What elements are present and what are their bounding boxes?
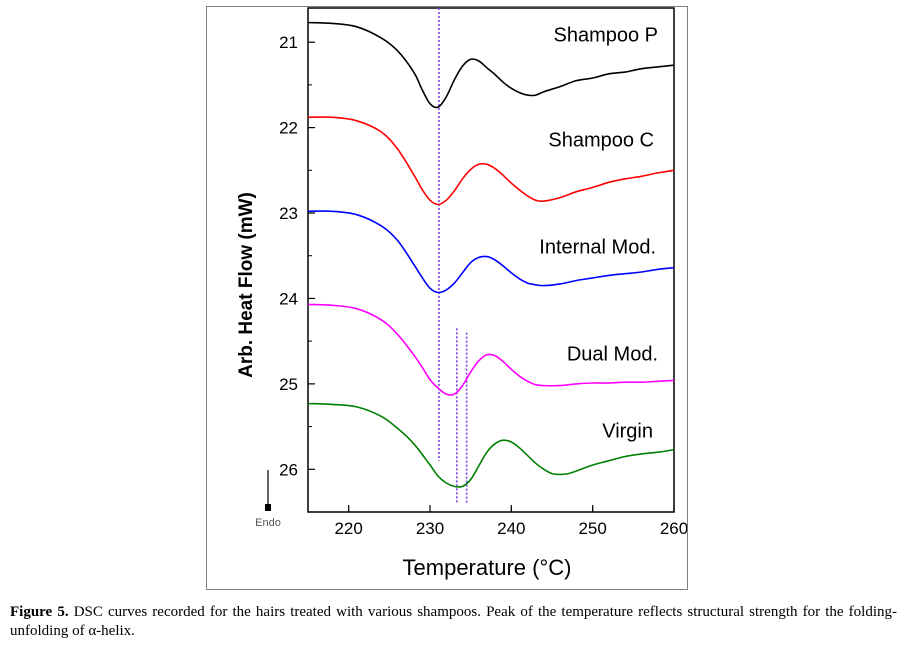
x-tick-label-260: 260 (660, 519, 687, 538)
series-labels: Shampoo P Shampoo C Internal Mod. Dual Mod.… (539, 25, 658, 443)
x-tick-label-250: 250 (578, 519, 606, 538)
x-tick-label-230: 230 (416, 519, 444, 538)
series-line-dual-mod (307, 303, 675, 396)
series-lines (307, 21, 675, 488)
y-tick-label-25: 25 (279, 375, 298, 394)
reference-lines (438, 8, 468, 504)
endo-indicator: Endo (255, 470, 281, 529)
series-label-dual-mod: Dual Mod. (567, 343, 658, 365)
x-axis-label: Temperature (°C) (403, 555, 572, 580)
caption-label: Figure 5. (10, 604, 69, 620)
x-tick-label-220: 220 (334, 519, 362, 538)
endo-arrow-head (265, 504, 271, 511)
y-tick-label-22: 22 (279, 119, 298, 138)
series-line-virgin (307, 402, 675, 488)
figure-frame: 220 230 240 250 260 21 22 23 24 25 26 Shampoo P Sh… (206, 6, 688, 590)
series-line-shampoo-p (307, 21, 675, 109)
y-axis-label: Arb. Heat Flow (mW) (236, 192, 257, 378)
x-axis-ticks: 220 230 240 250 260 (334, 505, 687, 538)
plot-area-frame (307, 7, 675, 513)
y-axis-ticks: 21 22 23 24 25 26 (279, 33, 315, 513)
y-tick-label-23: 23 (279, 204, 298, 223)
series-label-shampoo-c: Shampoo C (548, 129, 654, 151)
figure-caption: Figure 5. DSC curves recorded for the ha… (10, 603, 897, 641)
series-label-internal-mod: Internal Mod. (539, 236, 656, 258)
series-line-internal-mod (307, 210, 675, 294)
series-label-virgin: Virgin (602, 421, 653, 443)
x-tick-label-240: 240 (497, 519, 525, 538)
y-tick-label-21: 21 (279, 33, 298, 52)
series-label-shampoo-p: Shampoo P (553, 25, 658, 47)
caption-text: DSC curves recorded for the hairs treate… (10, 604, 898, 639)
endo-label: Endo (255, 517, 281, 529)
y-tick-label-24: 24 (279, 289, 298, 308)
series-line-shampoo-c (307, 116, 675, 206)
y-tick-label-26: 26 (279, 460, 298, 479)
